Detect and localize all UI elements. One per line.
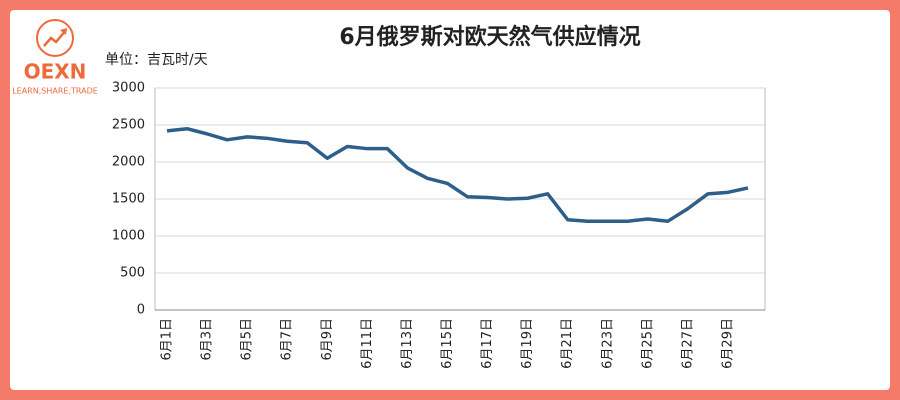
panel [10,10,890,390]
x-tick-label: 6月29日 [720,318,735,369]
y-tick-label: 3000 [112,81,145,96]
y-tick-label: 500 [120,266,145,281]
logo-arrowhead [60,28,67,35]
logo-name: OEXN [24,60,87,84]
x-tick-label: 6月21日 [560,318,575,369]
y-tick-label: 1500 [112,192,145,207]
x-tick-label: 6月27日 [680,318,695,369]
chart-title: 6月俄罗斯对欧天然气供应情况 [339,24,640,50]
x-tick-label: 6月1日 [160,318,175,361]
x-tick-label: 6月5日 [240,318,255,361]
x-tick-label: 6月9日 [320,318,335,361]
x-tick-label: 6月25日 [640,318,655,369]
y-tick-label: 2000 [112,155,145,170]
y-tick-label: 0 [137,303,145,318]
x-tick-label: 6月15日 [440,318,455,369]
x-tick-label: 6月11日 [360,318,375,369]
y-tick-label: 2500 [112,118,145,133]
logo-arrow [43,29,67,47]
x-tick-label: 6月17日 [480,318,495,369]
x-tick-label: 6月23日 [600,318,615,369]
x-tick-label: 6月3日 [200,318,215,361]
logo-tagline: LEARN,SHARE,TRADE [12,87,98,96]
x-tick-label: 6月19日 [520,318,535,369]
x-tick-label: 6月13日 [400,318,415,369]
y-tick-label: 1000 [112,229,145,244]
x-tick-label: 6月7日 [280,318,295,361]
logo: OEXN LEARN,SHARE,TRADE [12,19,98,96]
logo-ring [36,19,74,57]
unit-label: 单位：吉瓦时/天 [105,52,208,68]
data-line [166,126,749,223]
